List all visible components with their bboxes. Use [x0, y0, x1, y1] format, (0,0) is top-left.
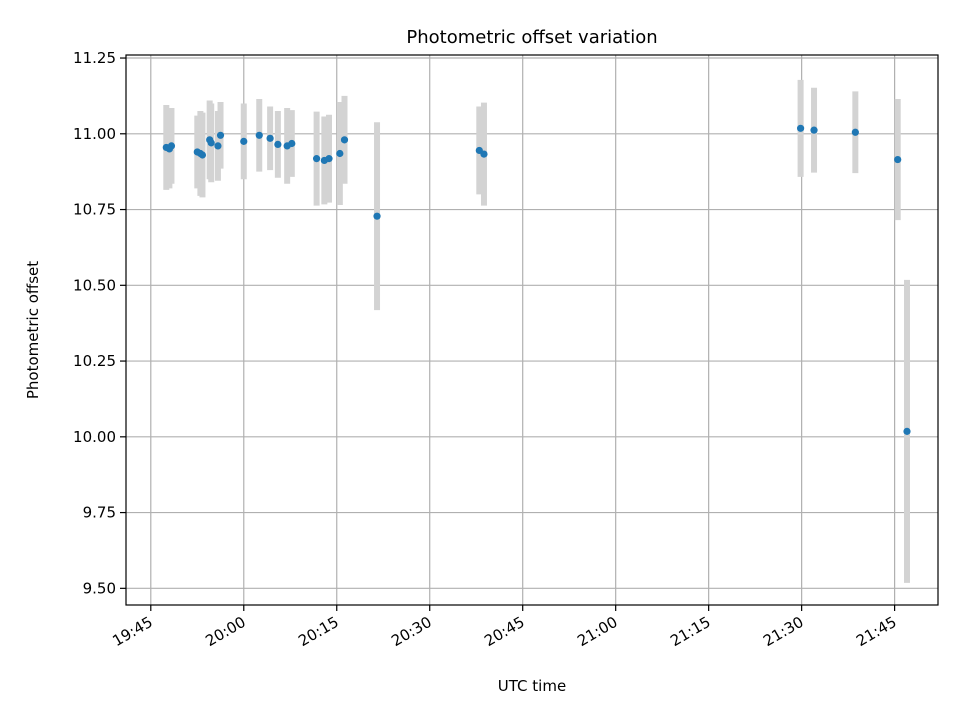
data-point	[313, 155, 321, 163]
x-axis-ticks: 19:45 20:00 20:15 20:30 20:45 21:00 21:15 21:30…	[109, 605, 900, 650]
data-point	[216, 131, 225, 139]
x-axis-label: UTC time	[498, 677, 566, 695]
y-tick-label: 11.00	[73, 125, 116, 143]
data-point	[207, 139, 215, 147]
data-point	[325, 155, 333, 163]
y-tick-label: 9.50	[83, 579, 116, 597]
data-point	[903, 427, 911, 435]
data-point	[797, 124, 805, 132]
plot-area-frame	[125, 54, 939, 606]
data-point	[198, 151, 207, 159]
x-tick-label: 20:30	[388, 613, 434, 650]
data-point	[167, 142, 176, 150]
data-point	[340, 136, 349, 144]
data-point	[240, 137, 248, 145]
y-axis-ticks: 9.50 9.75 10.00 10.25 10.50 10.75 11.00 11.25	[73, 49, 126, 597]
data-point	[810, 126, 818, 134]
data-points	[162, 124, 911, 435]
x-tick-label: 21:15	[667, 613, 713, 650]
x-tick-label: 21:45	[853, 613, 899, 650]
x-tick-label: 20:00	[202, 613, 248, 650]
x-tick-label: 21:30	[760, 613, 806, 650]
data-point	[373, 212, 381, 220]
x-tick-label: 21:00	[574, 613, 620, 650]
data-point	[266, 134, 274, 142]
y-tick-label: 10.50	[73, 276, 116, 294]
y-tick-label: 11.25	[73, 49, 116, 67]
y-tick-label: 9.75	[83, 504, 116, 522]
grid	[126, 55, 938, 605]
x-tick-label: 20:45	[481, 613, 527, 650]
y-tick-label: 10.25	[73, 352, 116, 370]
data-point	[480, 150, 488, 158]
y-tick-label: 10.75	[73, 201, 116, 219]
y-axis-label: Photometric offset	[24, 261, 42, 399]
data-point	[274, 140, 282, 148]
data-point	[255, 131, 263, 139]
x-tick-label: 19:45	[109, 613, 155, 650]
y-tick-label: 10.00	[73, 428, 116, 446]
data-point	[336, 149, 344, 158]
x-tick-label: 20:15	[295, 613, 341, 650]
error-bars	[163, 79, 911, 583]
data-point	[894, 155, 902, 164]
data-point	[214, 142, 222, 150]
chart-title: Photometric offset variation	[406, 27, 657, 48]
data-point	[288, 139, 296, 148]
data-point	[851, 128, 859, 136]
